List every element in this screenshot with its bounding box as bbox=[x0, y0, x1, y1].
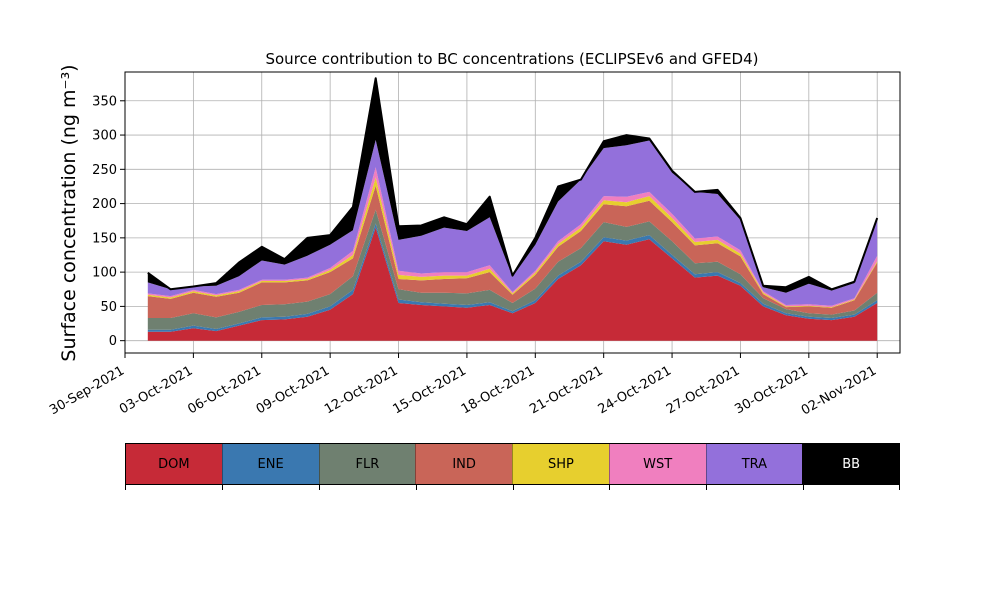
legend-tick bbox=[803, 485, 805, 490]
total-outline bbox=[147, 77, 879, 291]
legend-tick bbox=[609, 485, 611, 490]
legend-label: ENE bbox=[257, 456, 284, 472]
legend-item-flr: FLR bbox=[318, 444, 416, 484]
y-axis-label: Surface concentration (ng m⁻³) bbox=[58, 64, 80, 361]
legend-tick bbox=[415, 485, 417, 490]
stacked-areas bbox=[147, 78, 878, 341]
x-tick-label: 18-Oct-2021 bbox=[459, 363, 537, 417]
x-tick-label: 30-Oct-2021 bbox=[732, 363, 810, 417]
total-line bbox=[147, 77, 879, 291]
y-tick-label: 50 bbox=[100, 300, 117, 315]
chart-title: Source contribution to BC concentrations… bbox=[265, 50, 758, 68]
y-tick-label: 100 bbox=[92, 266, 117, 281]
legend-colorbar: DOM ENE FLR IND SHP WST TRA BB bbox=[125, 443, 900, 485]
legend-label: SHP bbox=[547, 456, 574, 472]
legend-label: FLR bbox=[355, 456, 380, 472]
legend-item-bb: BB bbox=[802, 444, 899, 484]
y-tick-label: 200 bbox=[92, 197, 117, 212]
x-tick-label: 15-Oct-2021 bbox=[391, 363, 469, 417]
x-tick-label: 21-Oct-2021 bbox=[527, 363, 605, 417]
y-tick-label: 250 bbox=[92, 163, 117, 178]
x-tick-label: 02-Nov-2021 bbox=[799, 363, 879, 418]
legend-item-wst: WST bbox=[608, 444, 706, 484]
legend-label: TRA bbox=[741, 456, 768, 472]
x-tick-label: 30-Sep-2021 bbox=[47, 363, 127, 418]
legend-item-shp: SHP bbox=[512, 444, 609, 484]
x-tick-label: 03-Oct-2021 bbox=[117, 363, 195, 417]
area-shp bbox=[147, 177, 878, 308]
legend-item-ind: IND bbox=[415, 444, 512, 484]
area-flr bbox=[147, 209, 878, 330]
y-tick-label: 150 bbox=[92, 231, 117, 246]
x-tick-label: 24-Oct-2021 bbox=[596, 363, 674, 417]
legend-tick bbox=[512, 485, 514, 490]
legend-item-tra: TRA bbox=[705, 444, 803, 484]
legend-label: WST bbox=[643, 456, 673, 472]
y-tick-label: 350 bbox=[92, 94, 117, 109]
y-axis-ticks: 0 50 100 150 200 250 300 350 bbox=[92, 94, 125, 349]
x-tick-label: 27-Oct-2021 bbox=[664, 363, 742, 417]
legend-label: BB bbox=[842, 456, 861, 472]
y-tick-label: 300 bbox=[92, 129, 117, 144]
legend-tick bbox=[125, 485, 126, 490]
plot-frame bbox=[124, 71, 901, 354]
legend-tick bbox=[899, 485, 900, 490]
x-tick-label: 09-Oct-2021 bbox=[254, 363, 332, 417]
area-dom bbox=[147, 227, 878, 341]
legend-ticks bbox=[125, 485, 900, 491]
legend-item-dom: DOM bbox=[126, 444, 222, 484]
x-tick-label: 06-Oct-2021 bbox=[185, 363, 263, 417]
legend-tick bbox=[221, 485, 223, 490]
area-ind bbox=[147, 185, 878, 318]
legend-label: IND bbox=[452, 456, 476, 472]
legend-tick bbox=[318, 485, 320, 490]
y-tick-label: 0 bbox=[109, 334, 117, 349]
x-tick-label: 12-Oct-2021 bbox=[322, 363, 400, 417]
legend-item-ene: ENE bbox=[221, 444, 319, 484]
legend-tick bbox=[706, 485, 708, 490]
legend-label: DOM bbox=[158, 456, 190, 472]
area-tra bbox=[147, 139, 878, 306]
x-axis-ticks: 30-Sep-202103-Oct-202106-Oct-202109-Oct-… bbox=[47, 353, 879, 418]
area-bb bbox=[147, 78, 878, 293]
